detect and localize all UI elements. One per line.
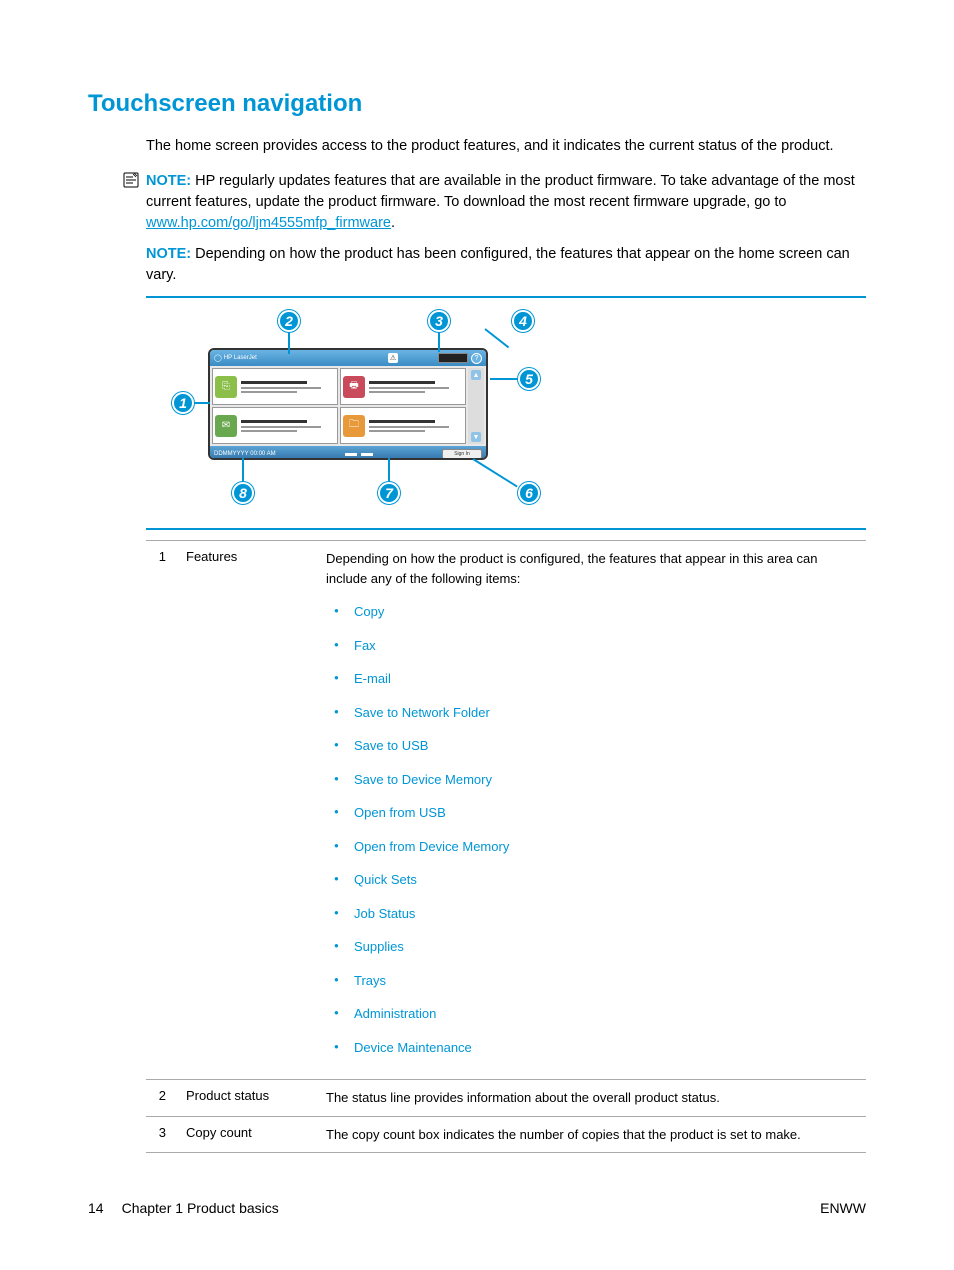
copy-icon: ⎘: [215, 376, 237, 398]
feature-list: Copy Fax E-mail Save to Network Folder S…: [326, 602, 856, 1057]
tile-email: ✉: [212, 407, 338, 444]
network-icon: [345, 453, 373, 456]
page-number: 14: [88, 1200, 104, 1216]
feature-item: Administration: [326, 1004, 856, 1024]
panel-header: ◯ HP LaserJet ⚠ ?: [210, 350, 486, 366]
page-footer: 14 Chapter 1 Product basics ENWW: [88, 1200, 866, 1216]
tile-fax: 🖶: [340, 368, 466, 405]
row-name: Product status: [186, 1080, 326, 1117]
help-icon: ?: [471, 353, 482, 364]
feature-item: Save to Network Folder: [326, 703, 856, 723]
touchscreen-panel: ◯ HP LaserJet ⚠ ? ⎘ 🖶 ▲ ▼ ✉: [208, 348, 488, 460]
fax-icon: 🖶: [343, 376, 365, 398]
tile-save: 🗀: [340, 407, 466, 444]
row-number: 3: [146, 1116, 186, 1153]
panel-grid: ⎘ 🖶 ▲ ▼ ✉ 🗀: [210, 366, 486, 446]
section-heading: Touchscreen navigation: [88, 90, 866, 118]
row-name: Features: [186, 541, 326, 1080]
touchscreen-diagram: 1 2 3 4 5 6 7 8 ◯ HP LaserJet ⚠ ? ⎘ 🖶: [178, 310, 548, 510]
callout-7: 7: [378, 482, 400, 504]
note-label: NOTE:: [146, 173, 191, 189]
scroll-down-icon: ▼: [471, 432, 481, 442]
product-name: HP LaserJet: [224, 355, 257, 361]
note-2: NOTE: Depending on how the product has b…: [146, 244, 866, 286]
row-description: The copy count box indicates the number …: [326, 1116, 866, 1153]
divider-thick: [146, 528, 866, 530]
panel-footer: DDMMYYYY 00:00 AM Sign In: [210, 446, 486, 460]
feature-item: Open from USB: [326, 803, 856, 823]
row-name: Copy count: [186, 1116, 326, 1153]
divider-thick: [146, 296, 866, 298]
signin-button: Sign In: [442, 449, 482, 459]
intro-paragraph: The home screen provides access to the p…: [146, 136, 866, 157]
row-number: 2: [146, 1080, 186, 1117]
note-1: NOTE: HP regularly updates features that…: [146, 171, 866, 234]
feature-item: Job Status: [326, 904, 856, 924]
row-description: The status line provides information abo…: [326, 1080, 866, 1117]
note-text: HP regularly updates features that are a…: [146, 173, 855, 210]
copy-count-box: [438, 353, 468, 363]
warning-icon: ⚠: [388, 353, 398, 363]
feature-item: Open from Device Memory: [326, 837, 856, 857]
feature-item: Supplies: [326, 937, 856, 957]
feature-item: Save to USB: [326, 736, 856, 756]
row-description: Depending on how the product is configur…: [326, 541, 866, 1080]
scroll-up-icon: ▲: [471, 370, 481, 380]
feature-item: Device Maintenance: [326, 1038, 856, 1058]
feature-item: Trays: [326, 971, 856, 991]
callout-6: 6: [518, 482, 540, 504]
callout-3: 3: [428, 310, 450, 332]
note-text-after: .: [391, 215, 395, 231]
chapter-label: Chapter 1 Product basics: [122, 1200, 279, 1216]
table-row: 1 Features Depending on how the product …: [146, 541, 866, 1080]
note-text: Depending on how the product has been co…: [146, 246, 850, 283]
note-label: NOTE:: [146, 246, 191, 262]
callout-2: 2: [278, 310, 300, 332]
tile-copy: ⎘: [212, 368, 338, 405]
feature-item: E-mail: [326, 669, 856, 689]
table-row: 2 Product status The status line provide…: [146, 1080, 866, 1117]
callout-table: 1 Features Depending on how the product …: [146, 540, 866, 1153]
feature-item: Quick Sets: [326, 870, 856, 890]
folder-icon: 🗀: [343, 415, 365, 437]
email-icon: ✉: [215, 415, 237, 437]
feature-item: Save to Device Memory: [326, 770, 856, 790]
row-number: 1: [146, 541, 186, 1080]
feature-item: Fax: [326, 636, 856, 656]
firmware-link[interactable]: www.hp.com/go/ljm4555mfp_firmware: [146, 215, 391, 231]
callout-1: 1: [172, 392, 194, 414]
feature-item: Copy: [326, 602, 856, 622]
language-code: ENWW: [820, 1200, 866, 1216]
callout-4: 4: [512, 310, 534, 332]
table-row: 3 Copy count The copy count box indicate…: [146, 1116, 866, 1153]
scrollbar: ▲ ▼: [468, 368, 484, 444]
callout-5: 5: [518, 368, 540, 390]
datetime-label: DDMMYYYY 00:00 AM: [214, 451, 276, 457]
callout-8: 8: [232, 482, 254, 504]
note-icon: [122, 171, 140, 189]
